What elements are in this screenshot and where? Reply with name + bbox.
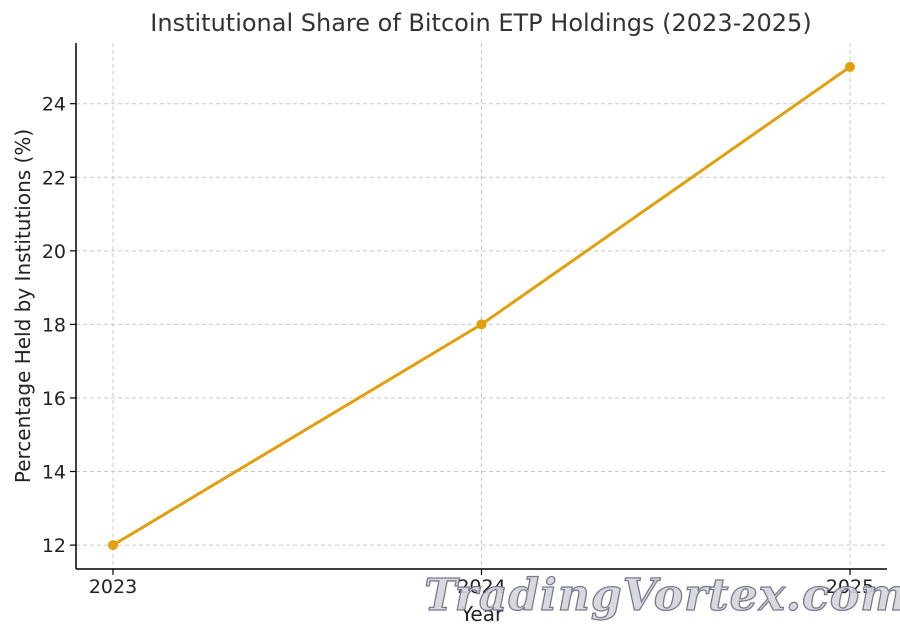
y-axis-label: Percentage Held by Institutions (%) (11, 129, 35, 483)
data-point (108, 540, 118, 551)
x-tick-label: 2024 (457, 576, 505, 598)
y-axis-ticks: 12 14 16 18 20 22 24 (42, 94, 76, 557)
x-tick-label: 2025 (826, 576, 874, 598)
y-tick-label: 22 (42, 167, 66, 189)
y-gridlines (76, 103, 887, 546)
x-axis-label: Year (460, 602, 504, 626)
watermark-logo: TradingVortex.com (424, 570, 900, 621)
data-point (845, 61, 855, 72)
x-gridlines (112, 43, 851, 569)
y-tick-label: 18 (42, 314, 66, 336)
y-tick-label: 24 (42, 94, 66, 116)
series-layer (108, 61, 855, 551)
y-tick-label: 14 (42, 462, 66, 484)
y-tick-label: 20 (42, 241, 66, 263)
data-point (476, 319, 487, 330)
x-axis-ticks: 2023 2024 2025 (89, 569, 874, 598)
x-tick-label: 2023 (89, 576, 137, 598)
y-tick-label: 16 (42, 388, 66, 410)
y-tick-label: 12 (42, 535, 66, 557)
chart-title: Institutional Share of Bitcoin ETP Holdi… (150, 9, 811, 37)
